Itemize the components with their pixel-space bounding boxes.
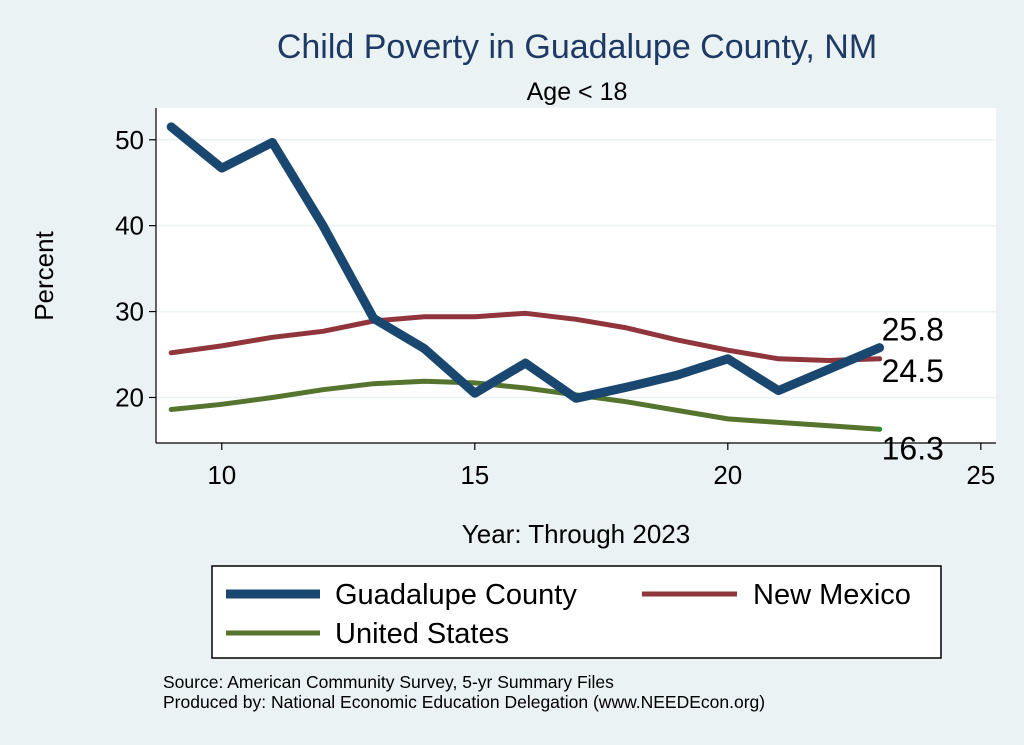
legend-label-guadalupe-county: Guadalupe County xyxy=(335,579,577,611)
x-tick-label: 20 xyxy=(713,460,742,490)
series-lines xyxy=(166,122,885,432)
gridlines xyxy=(156,139,996,399)
series-line-united-states xyxy=(168,378,883,432)
chart-title: Child Poverty in Guadalupe County, NM xyxy=(277,28,877,66)
y-tick-label: 40 xyxy=(115,211,144,241)
end-label-new-mexico: 24.5 xyxy=(882,353,944,389)
chart-subtitle: Age < 18 xyxy=(527,78,628,106)
end-labels: 25.8 24.5 16.3 xyxy=(877,312,944,466)
y-axis-label: Percent xyxy=(29,230,59,320)
y-tick-label: 50 xyxy=(115,125,144,155)
legend-label-united-states: United States xyxy=(335,618,509,650)
y-tick-label: 20 xyxy=(115,382,144,412)
x-tick-label: 15 xyxy=(460,460,489,490)
end-point-new-mexico xyxy=(877,356,883,362)
legend: Guadalupe County New Mexico United States xyxy=(226,579,911,650)
legend-box xyxy=(211,565,942,659)
x-tick-label: 10 xyxy=(207,460,236,490)
end-label-guadalupe-county: 25.8 xyxy=(882,312,944,348)
produced-by-note: Produced by: National Economic Education… xyxy=(163,692,765,712)
legend-label-new-mexico: New Mexico xyxy=(753,579,911,611)
source-note: Source: American Community Survey, 5-yr … xyxy=(163,672,614,692)
end-label-united-states: 16.3 xyxy=(882,430,944,466)
axes: 20 30 40 50 10 15 20 25 xyxy=(115,108,996,490)
plot-area xyxy=(156,108,996,443)
y-tick-label: 30 xyxy=(115,297,144,327)
series-line-new-mexico xyxy=(168,310,883,363)
x-tick-label: 25 xyxy=(966,460,995,490)
x-axis-label: Year: Through 2023 xyxy=(462,519,690,549)
end-point-united-states xyxy=(877,426,883,432)
series-line-guadalupe-county xyxy=(166,122,885,403)
end-point-guadalupe-county xyxy=(877,345,883,351)
